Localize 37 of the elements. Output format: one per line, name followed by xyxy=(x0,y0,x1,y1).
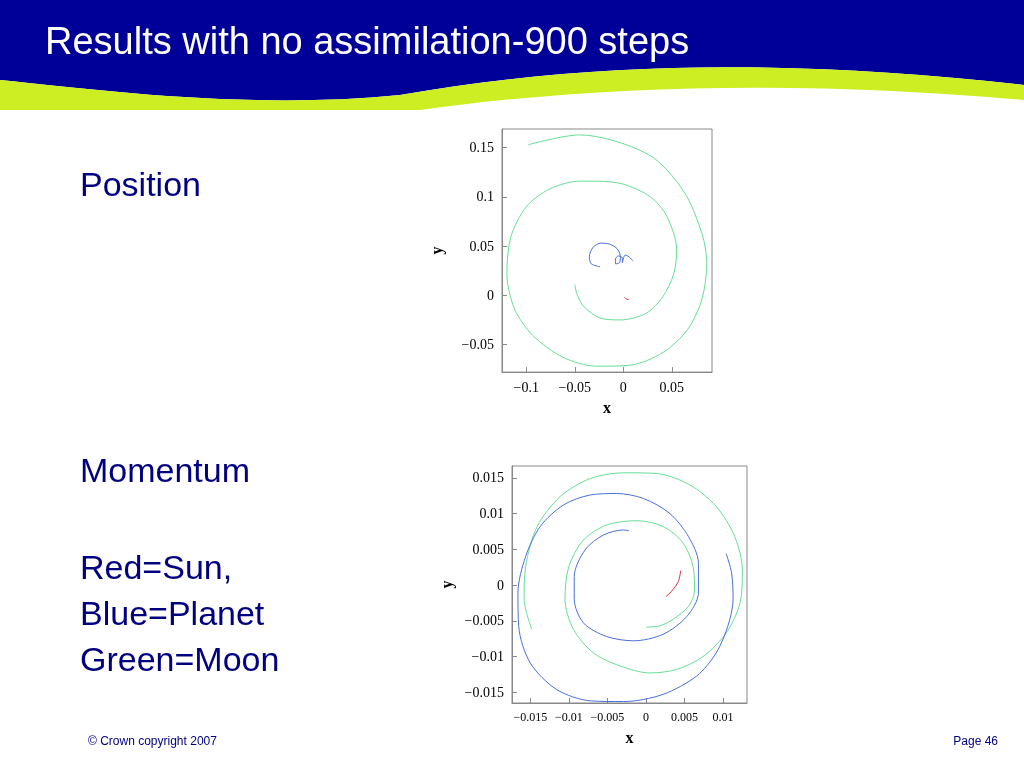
line-series xyxy=(517,493,734,703)
x-tick-label: 0 xyxy=(619,379,627,395)
y-tick-label: 0.005 xyxy=(472,541,504,557)
x-tick-label: −0.015 xyxy=(513,710,548,724)
y-tick-label: −0.005 xyxy=(464,613,504,629)
text: Red=Sun, Blue=Planet Green=Moon xyxy=(80,547,280,680)
line-series xyxy=(506,134,708,367)
text: Momentum xyxy=(80,450,251,491)
text: © Crown copyright 2007 xyxy=(88,734,217,748)
y-tick-label: 0 xyxy=(497,577,504,593)
y-tick-label: −0.01 xyxy=(471,649,504,665)
x-tick-label: −0.1 xyxy=(513,379,539,395)
text: Page 46 xyxy=(953,734,998,748)
y-tick-label: −0.015 xyxy=(464,684,504,700)
x-axis-title: x xyxy=(603,398,611,416)
y-axis-title: y xyxy=(437,580,456,589)
line-series xyxy=(523,472,743,674)
x-tick-label: 0.005 xyxy=(671,710,699,724)
y-tick-label: 0.01 xyxy=(479,506,504,522)
line-series xyxy=(665,570,682,597)
y-tick-label: 0.1 xyxy=(476,189,494,205)
line-series xyxy=(588,242,634,268)
y-tick-label: 0.05 xyxy=(469,238,494,254)
y-tick-label: 0 xyxy=(487,287,494,303)
x-tick-label: −0.005 xyxy=(590,710,625,724)
x-axis-title: x xyxy=(625,728,634,746)
x-tick-label: 0.01 xyxy=(712,710,734,724)
chart-title: Results with no assimilation-900 steps xyxy=(45,20,690,63)
y-axis-title: y xyxy=(427,246,446,255)
x-tick-label: −0.05 xyxy=(558,379,591,395)
y-tick-label: 0.15 xyxy=(469,140,494,156)
y-tick-label: 0.015 xyxy=(472,470,504,486)
x-tick-label: 0 xyxy=(642,710,649,724)
y-tick-label: −0.05 xyxy=(461,337,494,353)
x-tick-label: 0.05 xyxy=(659,379,685,395)
x-tick-label: −0.01 xyxy=(554,710,583,724)
text: Position xyxy=(80,164,201,205)
